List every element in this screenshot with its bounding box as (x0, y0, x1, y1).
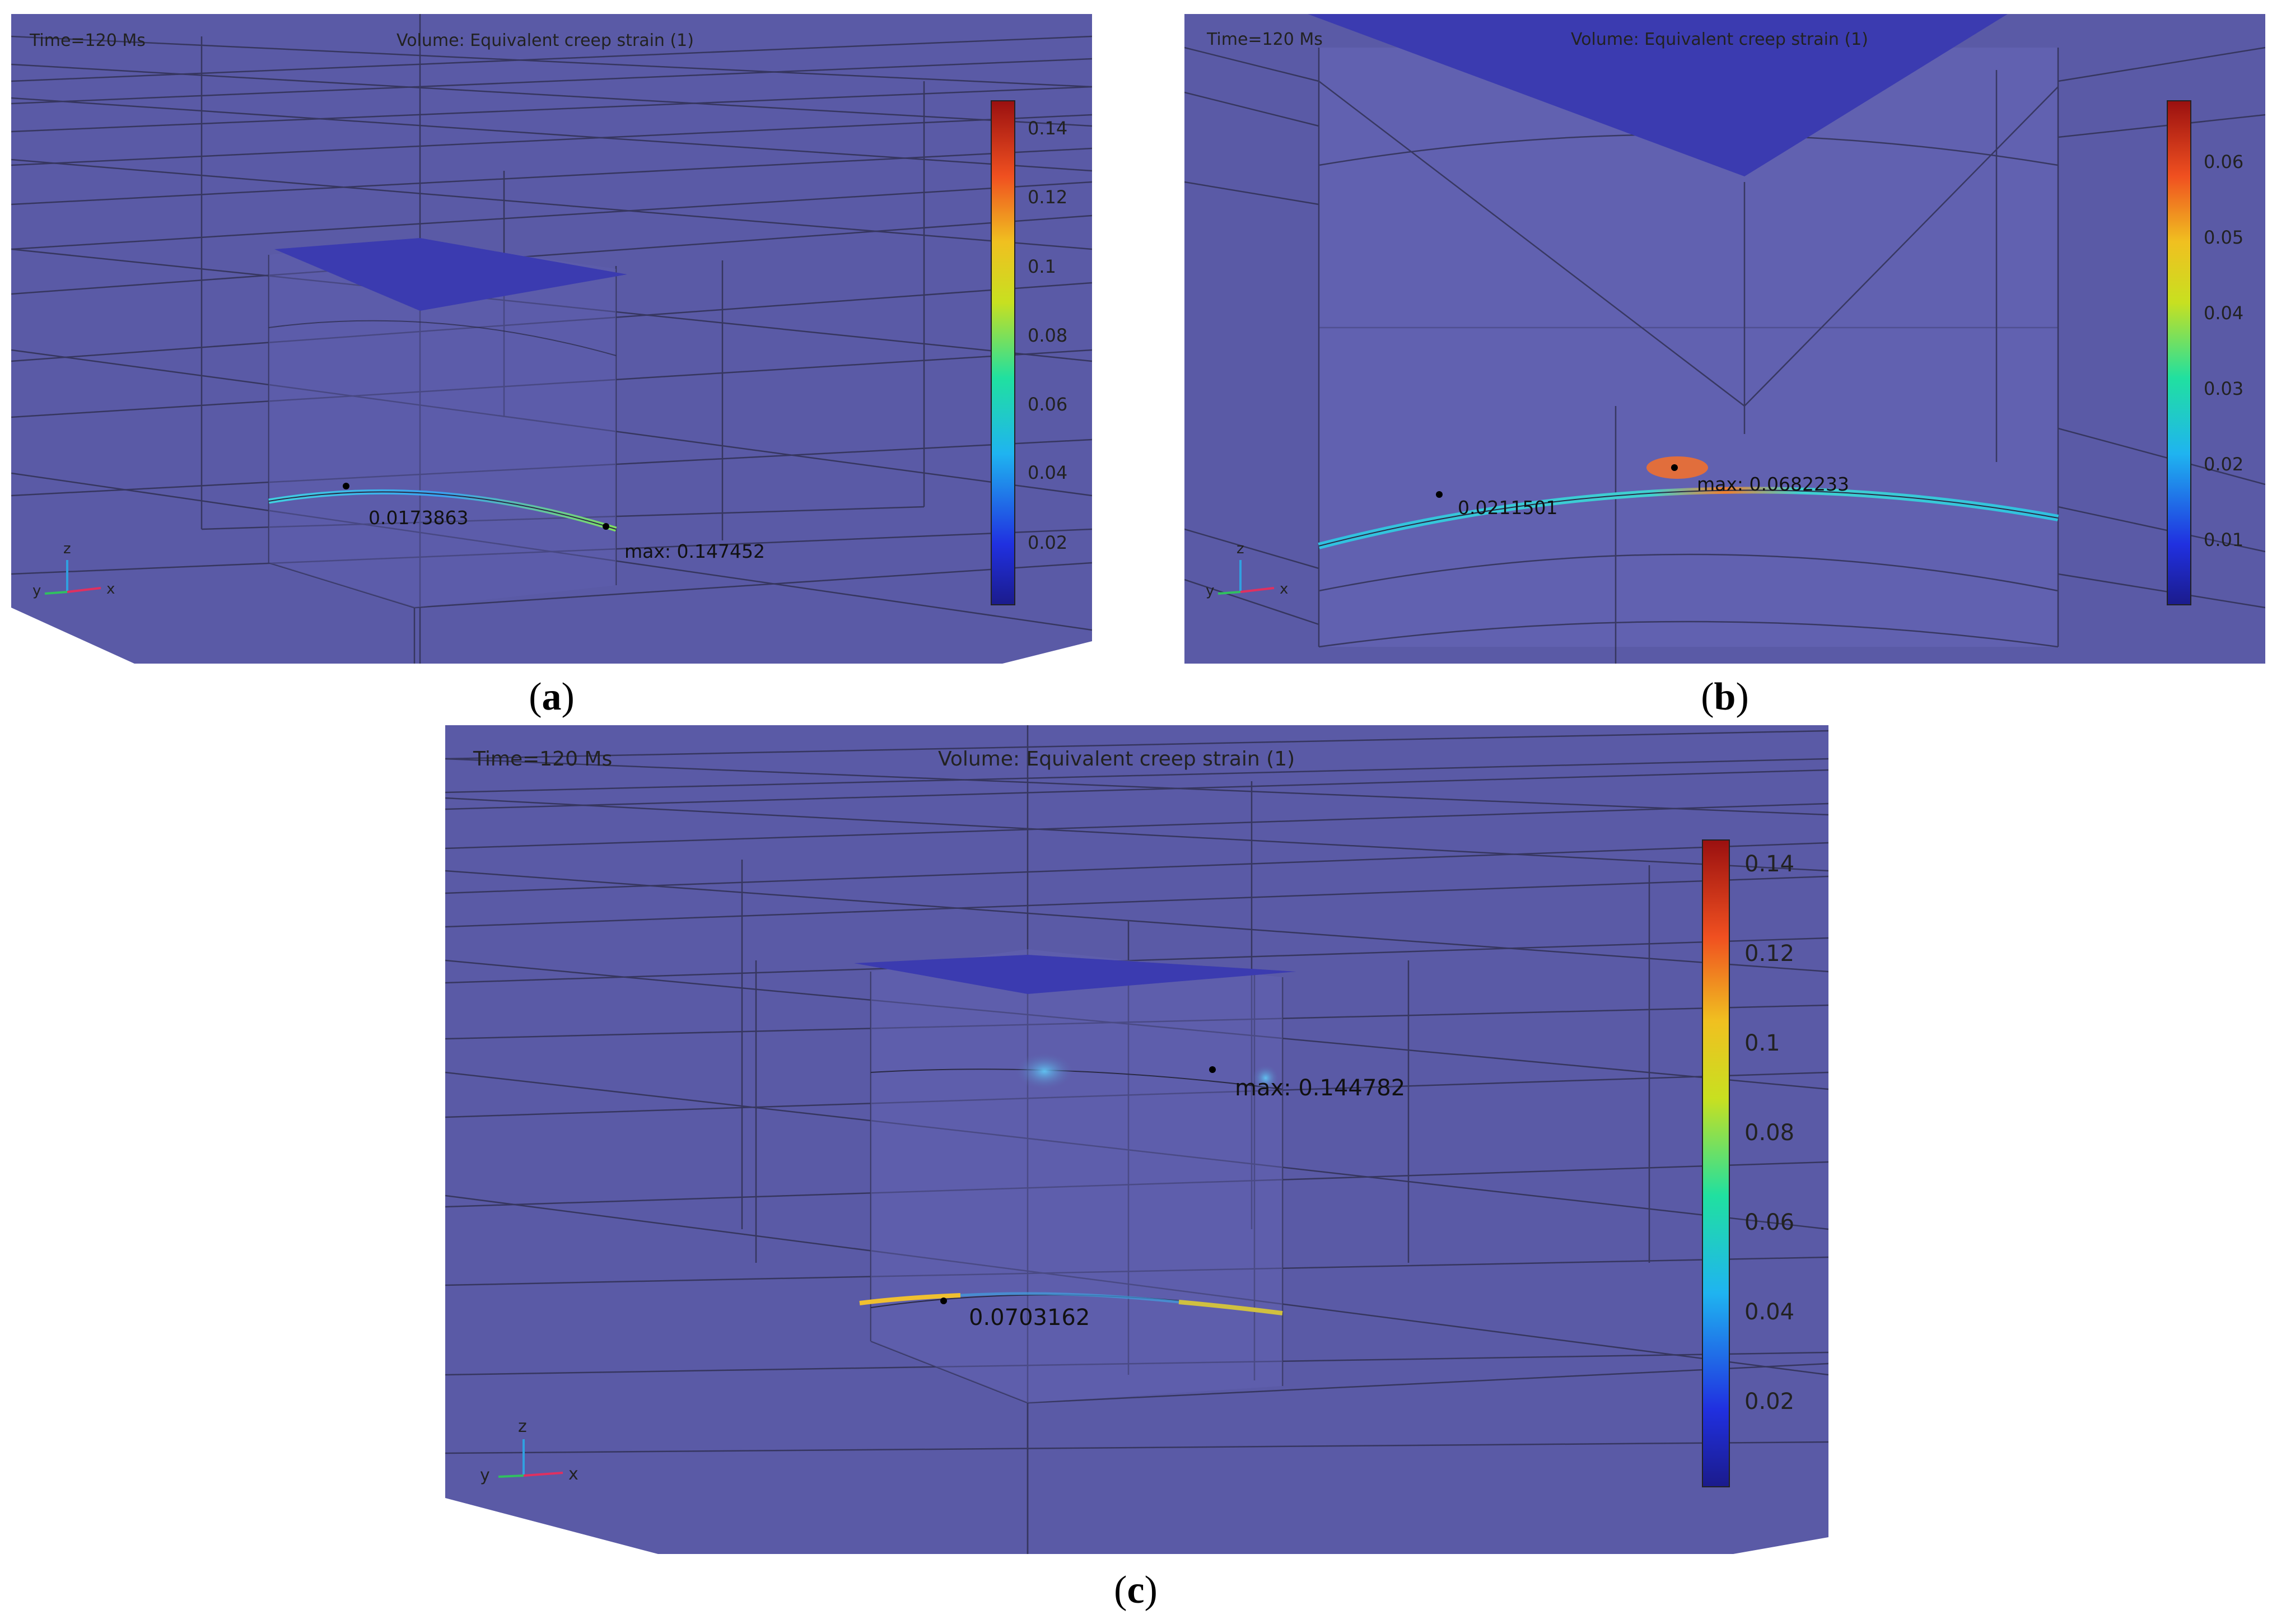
panel-a-render (11, 14, 1092, 664)
panel-c-inner-box (871, 949, 1282, 1403)
panel-c-volume-label: Volume: Equivalent creep strain (1) (938, 748, 1295, 771)
panel-b-cb-tick: 0.02 (2204, 454, 2244, 475)
panel-a-cb-tick: 0.02 (1028, 532, 1068, 553)
panel-a-wireframe (11, 14, 1092, 664)
panel-c-top-face (854, 955, 1296, 994)
panel-a-inner-box (269, 241, 616, 608)
panel-c-cb-tick: 0.14 (1744, 851, 1795, 877)
panel-c-axis-x: x (568, 1464, 579, 1484)
panel-c-axis-triad (498, 1439, 563, 1478)
panel-a-cb-tick: 0.1 (1028, 256, 1056, 277)
panel-c-strain-band-left (859, 1293, 961, 1305)
panel-c-render (445, 725, 1828, 1554)
panel-c-hotspot (1014, 1052, 1075, 1091)
panel-b-volume-label: Volume: Equivalent creep strain (1) (1571, 30, 1868, 49)
panel-b-cb-tick: 0.01 (2204, 529, 2244, 550)
panel-b-cb-tick: 0.06 (2204, 151, 2244, 172)
panel-a-axis-z: z (63, 540, 71, 557)
panel-c-wireframe (445, 725, 1828, 1554)
panel-c-background (445, 725, 1828, 1554)
panel-b-probe-label: 0.0211501 (1458, 497, 1558, 519)
panel-c-strain-band-right (1178, 1300, 1283, 1315)
panel-c-cb-tick: 0.12 (1744, 941, 1795, 967)
panel-c-cb-tick: 0.02 (1744, 1389, 1795, 1415)
panel-c-caption: (c) (1114, 1569, 1158, 1612)
panel-c-colorbar (1702, 839, 1730, 1487)
panel-a-max-label: max: 0.147452 (624, 540, 765, 562)
panel-a-probe-label: 0.0173863 (368, 507, 469, 529)
panel-a: Time=120 Ms Volume: Equivalent creep str… (11, 14, 1092, 664)
panel-b-axis-x: x (1280, 581, 1289, 598)
panel-a-top-face (274, 238, 627, 311)
panel-c: Time=120 Ms Volume: Equivalent creep str… (445, 725, 1828, 1554)
panel-a-axis-triad (44, 560, 101, 595)
panel-b-colorbar (2167, 100, 2191, 605)
panel-a-time-label: Time=120 Ms (30, 31, 146, 50)
panel-c-cb-tick: 0.04 (1744, 1299, 1795, 1325)
panel-a-cb-tick: 0.04 (1028, 462, 1068, 483)
panel-b-axis-y: y (1206, 582, 1215, 599)
panel-b-caption: (b) (1701, 675, 1749, 718)
panel-a-cb-tick: 0.12 (1028, 186, 1068, 208)
panel-c-axis-y: y (480, 1466, 490, 1485)
panel-c-cb-tick: 0.08 (1744, 1120, 1795, 1146)
panel-b-time-label: Time=120 Ms (1207, 30, 1323, 49)
panel-b-cb-tick: 0.05 (2204, 227, 2244, 248)
panel-b-render (1184, 14, 2265, 664)
panel-a-cb-tick: 0.08 (1028, 325, 1068, 346)
panel-b-cb-tick: 0.04 (2204, 302, 2244, 324)
panel-b-top-face (1308, 14, 2008, 176)
panel-b-probe-point (1436, 491, 1443, 498)
panel-b-max-point (1671, 464, 1678, 471)
panel-c-cb-tick: 0.1 (1744, 1030, 1780, 1056)
panel-c-max-label: max: 0.144782 (1235, 1075, 1406, 1101)
panel-c-probe-label: 0.0703162 (969, 1305, 1090, 1331)
panel-a-probe-point (343, 483, 349, 489)
panel-a-axis-x: x (106, 581, 115, 598)
panel-a-colorbar (991, 100, 1015, 605)
panel-a-volume-label: Volume: Equivalent creep strain (1) (396, 31, 694, 50)
panel-a-max-point (603, 523, 609, 530)
panel-c-probe-point (940, 1298, 947, 1304)
panel-a-caption: (a) (529, 675, 575, 718)
panel-c-axis-z: z (518, 1417, 527, 1436)
panel-c-max-point (1209, 1066, 1216, 1073)
panel-c-time-label: Time=120 Ms (473, 748, 613, 771)
panel-b-wireframe (1184, 14, 2265, 664)
panel-b-cb-tick: 0.03 (2204, 378, 2244, 399)
panel-b: Time=120 Ms Volume: Equivalent creep str… (1184, 14, 2265, 664)
panel-a-axis-y: y (32, 582, 41, 599)
panel-a-cb-tick: 0.06 (1028, 394, 1068, 415)
panel-b-max-label: max: 0.0682233 (1697, 473, 1849, 495)
panel-c-cb-tick: 0.06 (1744, 1210, 1795, 1235)
panel-b-axis-z: z (1237, 540, 1244, 557)
panel-b-axis-triad (1217, 560, 1275, 595)
panel-a-cb-tick: 0.14 (1028, 118, 1068, 139)
